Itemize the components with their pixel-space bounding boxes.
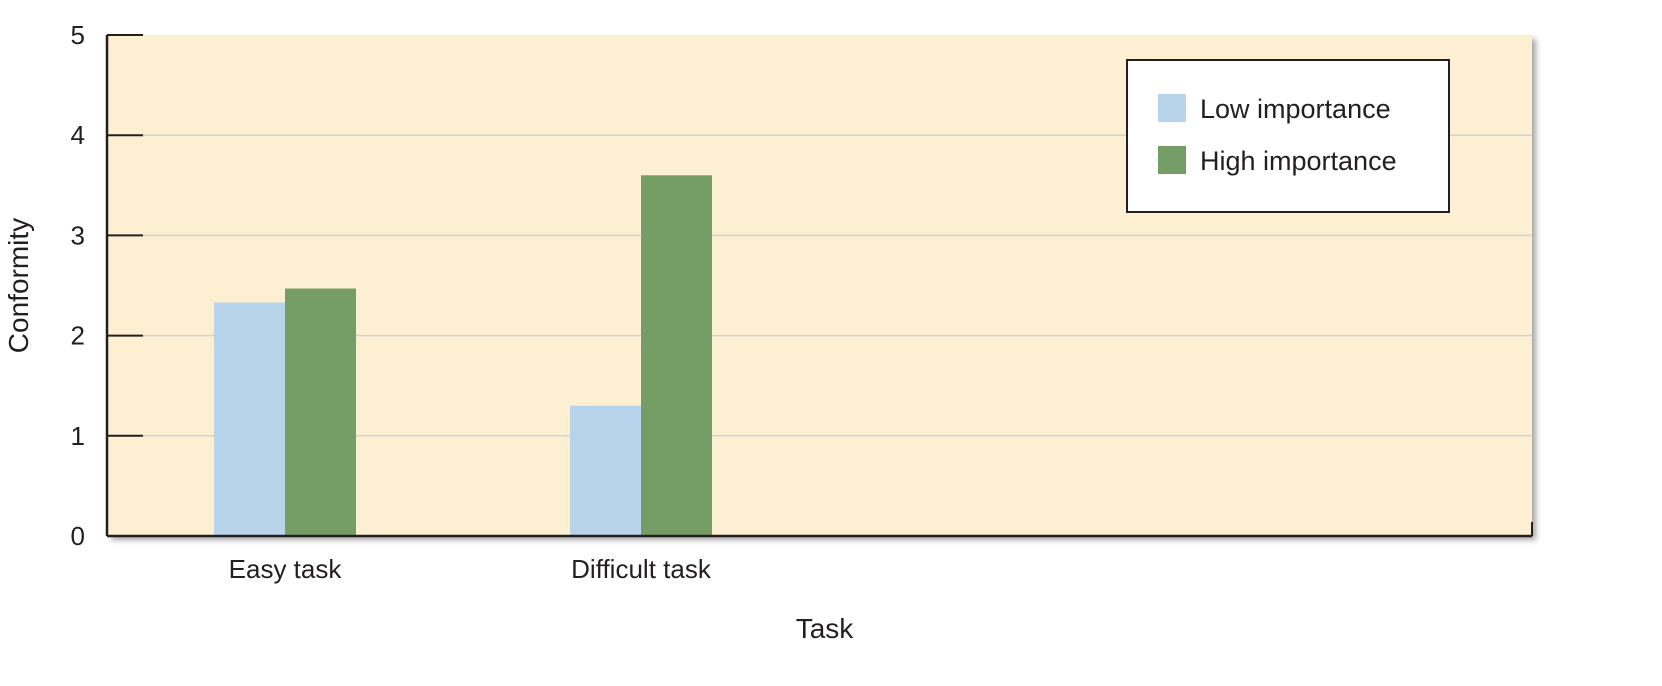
x-ticks: Easy task Difficult task — [229, 522, 1533, 584]
legend-box — [1126, 59, 1450, 213]
bar-low-importance-difficult — [570, 405, 641, 536]
legend: Low importance High importance — [1126, 59, 1450, 213]
legend-label-low-importance: Low importance — [1200, 94, 1391, 124]
bars — [214, 175, 712, 536]
x-tick-label: Difficult task — [571, 554, 712, 584]
bar-high-importance-difficult — [641, 175, 712, 536]
legend-swatch-high-importance — [1158, 146, 1186, 174]
y-ticks: 0 1 2 3 4 5 — [71, 20, 143, 551]
y-tick-label: 0 — [71, 521, 85, 551]
y-tick-label: 2 — [71, 321, 85, 351]
y-tick-label: 4 — [71, 120, 85, 150]
y-tick-label: 5 — [71, 20, 85, 50]
bar-high-importance-easy — [285, 288, 356, 536]
y-tick-label: 3 — [71, 220, 85, 250]
x-axis-title: Task — [796, 613, 855, 644]
axes — [105, 35, 1532, 538]
legend-swatch-low-importance — [1158, 94, 1186, 122]
legend-label-high-importance: High importance — [1200, 146, 1397, 176]
bar-low-importance-easy — [214, 302, 285, 536]
x-tick-label: Easy task — [229, 554, 343, 584]
y-axis-title: Conformity — [3, 218, 34, 353]
y-tick-label: 1 — [71, 421, 85, 451]
